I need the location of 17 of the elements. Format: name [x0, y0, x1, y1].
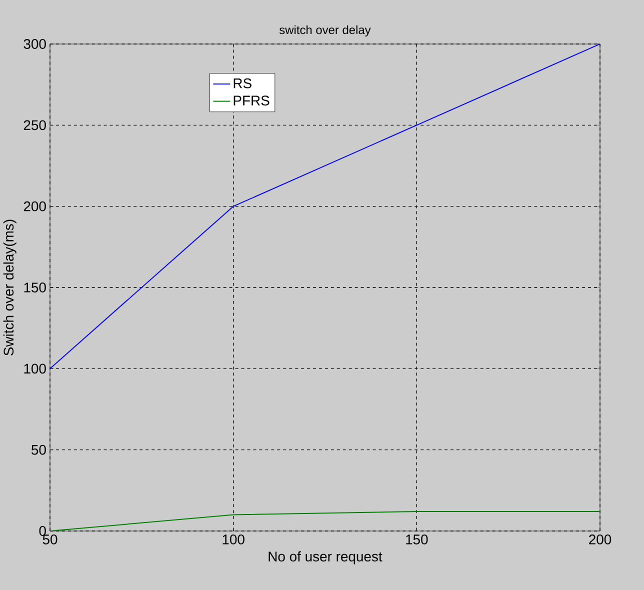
y-tick-label: 50 [32, 444, 46, 455]
x-tick-label: 100 [222, 534, 244, 544]
legend-label: PFRS [234, 96, 270, 106]
y-tick-label: 200 [24, 201, 46, 212]
x-tick-label: 200 [589, 534, 612, 544]
y-tick-label: 100 [24, 364, 46, 374]
x-tick-label: 50 [42, 534, 58, 544]
x-tick-label: 150 [406, 534, 428, 544]
y-tick-label: 250 [24, 120, 46, 130]
x-axis-title: No of user request [268, 551, 382, 564]
y-tick-label: 150 [24, 282, 46, 292]
legend-label: RS [234, 78, 252, 88]
y-tick-label: 0 [39, 526, 46, 536]
y-axis-title: Switch over delay(ms) [3, 220, 16, 356]
chart-title: switch over delay [279, 25, 371, 37]
y-tick-label: 300 [24, 39, 46, 49]
line-series [50, 44, 600, 370]
